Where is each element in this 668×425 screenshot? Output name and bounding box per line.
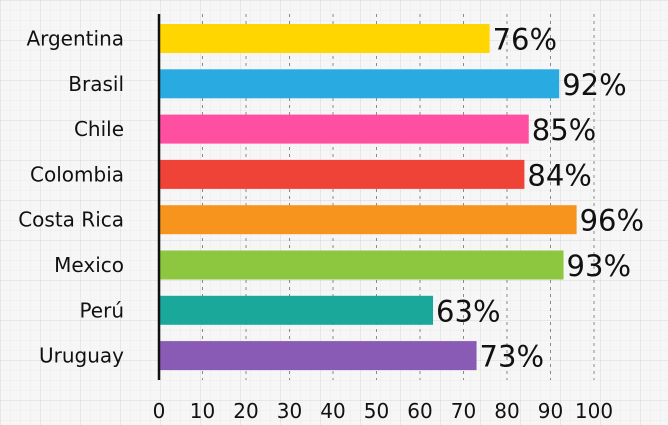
category-label: Brasil xyxy=(68,72,124,96)
x-tick-label: 40 xyxy=(320,399,345,423)
bar-brasil xyxy=(159,69,560,99)
bars xyxy=(159,24,577,371)
bar-uruguay xyxy=(159,341,477,371)
x-tick-label: 70 xyxy=(451,399,476,423)
value-label: 96% xyxy=(580,204,644,238)
value-label: 85% xyxy=(532,113,596,147)
x-tick-label: 20 xyxy=(233,399,258,423)
bar-chile xyxy=(159,114,529,144)
value-label: 73% xyxy=(480,340,544,374)
bar-costa-rica xyxy=(159,205,577,235)
x-tick-label: 90 xyxy=(538,399,563,423)
x-tick-label: 0 xyxy=(153,399,166,423)
category-label: Perú xyxy=(79,298,124,322)
value-label: 93% xyxy=(567,249,631,283)
bar-argentina xyxy=(159,24,490,53)
category-label: Mexico xyxy=(54,253,124,277)
x-tick-label: 50 xyxy=(364,399,389,423)
value-label: 76% xyxy=(493,23,557,57)
x-tick-label: 60 xyxy=(407,399,432,423)
x-tick-label: 30 xyxy=(277,399,302,423)
x-tick-label: 100 xyxy=(575,399,613,423)
category-label: Costa Rica xyxy=(18,208,124,232)
value-label: 63% xyxy=(436,294,500,328)
value-label: 92% xyxy=(562,68,626,102)
x-tick-label: 80 xyxy=(494,399,519,423)
labels: Argentina 76% Brasil 92% Chile 85% Colombia 84%… xyxy=(18,23,644,424)
gridlines xyxy=(202,14,595,380)
category-label: Argentina xyxy=(26,27,124,51)
value-label: 84% xyxy=(527,158,591,192)
bar-perú xyxy=(159,295,434,325)
category-label: Uruguay xyxy=(39,344,124,368)
x-tick-label: 10 xyxy=(190,399,215,423)
category-label: Colombia xyxy=(30,162,124,186)
bar-mexico xyxy=(159,250,564,280)
category-label: Chile xyxy=(74,117,124,141)
bar-colombia xyxy=(159,159,525,189)
